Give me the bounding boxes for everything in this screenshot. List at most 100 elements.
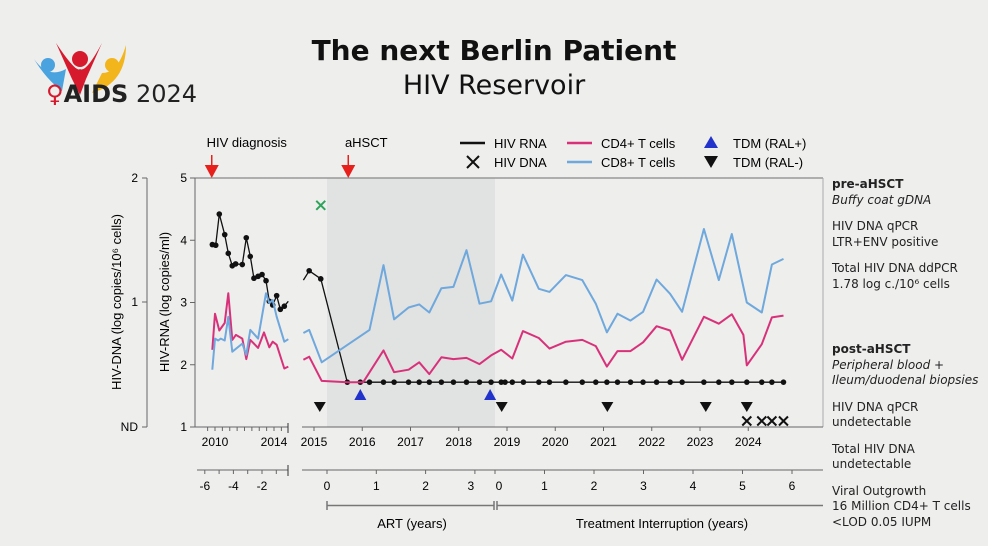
event-arrow-head <box>204 165 219 178</box>
hiv-rna-point <box>653 379 660 385</box>
ti-tick-label: 2 <box>591 479 598 493</box>
tdm-ral-negative-triangle <box>740 402 753 412</box>
art-axis-label: ART (years) <box>377 516 447 531</box>
hiv-rna-point <box>426 379 433 385</box>
hiv-rna-point <box>498 379 505 385</box>
hiv-rna-point <box>239 261 246 268</box>
hiv-rna-point <box>476 379 483 385</box>
hiv-rna-point <box>592 379 599 385</box>
series-line-cd8-t-cells <box>302 228 784 364</box>
hiv-rna-point <box>536 379 542 385</box>
art-tick-label: 0 <box>324 479 331 493</box>
legend-label: CD8+ T cells <box>601 155 676 170</box>
tdm-ral-negative-triangle <box>601 402 614 412</box>
series-line-cd4-t-cells <box>211 292 289 370</box>
hiv-rna-point <box>614 379 621 385</box>
logo-text: ♀AIDS 2024 <box>46 80 198 108</box>
art-tick-label: 1 <box>373 479 380 493</box>
hiv-rna-point <box>225 250 232 257</box>
hiv-rna-point <box>263 277 269 284</box>
year-tick-label: 2021 <box>590 435 617 449</box>
event-arrow-head <box>341 165 356 178</box>
tdm-ral-positive-triangle <box>484 389 497 400</box>
tdm-ral-negative-triangle <box>313 402 326 412</box>
ti-tick-label: 6 <box>789 479 796 493</box>
year-tick-label: 2019 <box>494 435 521 449</box>
post-ahsct-annotation: post-aHSCT Peripheral blood + Ileum/duod… <box>832 342 979 529</box>
art-tick-label: 3 <box>468 479 475 493</box>
hiv-rna-point <box>216 211 223 217</box>
hiv-dna-x-marker <box>315 200 326 211</box>
dna-y-tick-label: 2 <box>131 171 138 185</box>
rna-y-tick-label: 5 <box>180 171 187 185</box>
hiv-rna-point <box>546 379 553 385</box>
hiv-rna-point <box>640 379 646 385</box>
hiv-rna-point <box>306 267 312 274</box>
hiv-rna-point <box>701 379 707 385</box>
hiv-rna-point <box>604 379 610 385</box>
legend-label: TDM (RAL-) <box>733 155 803 170</box>
hiv-rna-point <box>212 242 219 249</box>
rna-y-axis-label: HIV-RNA (log copies/ml) <box>157 232 172 372</box>
hiv-rna-point <box>243 234 250 241</box>
art-shaded-region <box>327 178 495 427</box>
art-tick-label: 2 <box>422 479 429 493</box>
aids-2024-logo <box>34 43 126 95</box>
dna-y-axis-label: HIV-DNA (log copies/10⁶ cells) <box>109 214 124 390</box>
hiv-rna-point <box>450 379 457 385</box>
relative-tick-label: -4 <box>228 479 239 493</box>
hiv-rna-point <box>247 253 254 260</box>
legend-triangle-down-swatch <box>704 156 718 168</box>
hiv-rna-point <box>716 379 722 385</box>
art-bracket <box>326 501 495 510</box>
year-tick-label: 2016 <box>349 435 376 449</box>
legend-x-swatch <box>466 155 480 169</box>
hiv-rna-point <box>221 231 228 238</box>
tdm-ral-positive-triangle <box>354 389 367 400</box>
rna-y-tick-label: 3 <box>180 296 187 310</box>
hiv-rna-point <box>729 379 735 385</box>
legend-label: CD4+ T cells <box>601 136 676 151</box>
year-tick-label: 2017 <box>397 435 424 449</box>
hiv-rna-point <box>380 379 387 385</box>
year-tick-label: 2015 <box>301 435 328 449</box>
year-tick-label: 2024 <box>735 435 762 449</box>
hiv-dna-x-marker <box>766 415 778 427</box>
year-tick-label: 2020 <box>542 435 569 449</box>
dna-y-tick-label: 1 <box>131 295 138 309</box>
hiv-dna-x-marker <box>741 415 753 427</box>
hiv-rna-point <box>679 379 685 385</box>
rna-y-tick-label: 1 <box>180 420 187 434</box>
hiv-rna-point <box>579 379 586 385</box>
hiv-rna-point <box>758 379 765 385</box>
series-line-cd8-t-cells <box>211 292 289 370</box>
event-label: aHSCT <box>345 135 388 150</box>
hiv-dna-x-marker <box>756 415 767 427</box>
hiv-rna-point <box>405 379 412 385</box>
hiv-rna-point <box>744 379 750 385</box>
relative-tick-label: -6 <box>199 479 210 493</box>
hiv-rna-point <box>232 261 239 267</box>
ti-tick-label: 0 <box>496 479 503 493</box>
ti-bracket <box>496 501 823 510</box>
event-label: HIV diagnosis <box>207 135 288 150</box>
ti-tick-label: 3 <box>640 479 647 493</box>
hiv-rna-point <box>391 379 397 385</box>
year-tick-label: 2010 <box>202 435 229 449</box>
year-tick-label: 2022 <box>638 435 665 449</box>
hiv-rna-point <box>277 306 284 313</box>
hiv-rna-point <box>273 292 280 299</box>
year-tick-label: 2018 <box>445 435 472 449</box>
hiv-rna-point <box>563 379 569 385</box>
tdm-ral-negative-triangle <box>699 402 712 412</box>
hiv-rna-point <box>509 379 516 385</box>
series-line-cd4-t-cells <box>302 313 784 384</box>
hiv-rna-point <box>627 379 634 385</box>
hiv-rna-point <box>488 379 494 385</box>
legend-triangle-up-swatch <box>704 136 718 148</box>
hiv-rna-point <box>780 379 787 385</box>
legend-label: HIV DNA <box>494 155 547 170</box>
hiv-rna-point <box>281 303 288 310</box>
pre-ahsct-annotation: pre-aHSCT Buffy coat gDNA HIV DNA qPCR L… <box>832 177 958 291</box>
hiv-rna-point <box>502 379 508 385</box>
